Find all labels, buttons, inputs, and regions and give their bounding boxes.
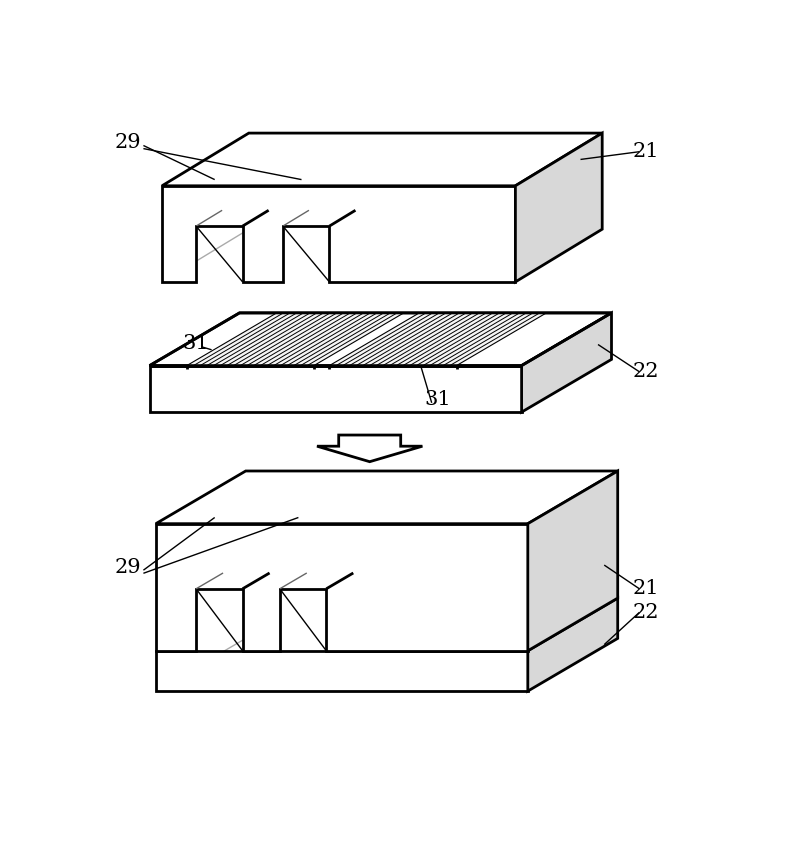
Text: 22: 22 <box>632 603 659 622</box>
Polygon shape <box>528 471 618 651</box>
Polygon shape <box>522 313 611 412</box>
Polygon shape <box>150 366 522 412</box>
Polygon shape <box>156 651 528 691</box>
Polygon shape <box>330 313 546 366</box>
Text: 22: 22 <box>632 362 659 381</box>
Polygon shape <box>162 186 515 282</box>
Polygon shape <box>162 133 602 186</box>
Text: 31: 31 <box>182 334 210 353</box>
Polygon shape <box>317 435 422 461</box>
Polygon shape <box>528 598 618 691</box>
Text: 29: 29 <box>114 133 142 152</box>
Polygon shape <box>150 313 611 366</box>
Polygon shape <box>187 313 404 366</box>
Polygon shape <box>515 133 602 282</box>
Text: 21: 21 <box>632 579 659 599</box>
Text: 21: 21 <box>632 143 659 161</box>
Text: 31: 31 <box>425 390 451 409</box>
Text: 29: 29 <box>114 557 142 576</box>
Polygon shape <box>156 471 618 524</box>
Polygon shape <box>156 524 528 651</box>
